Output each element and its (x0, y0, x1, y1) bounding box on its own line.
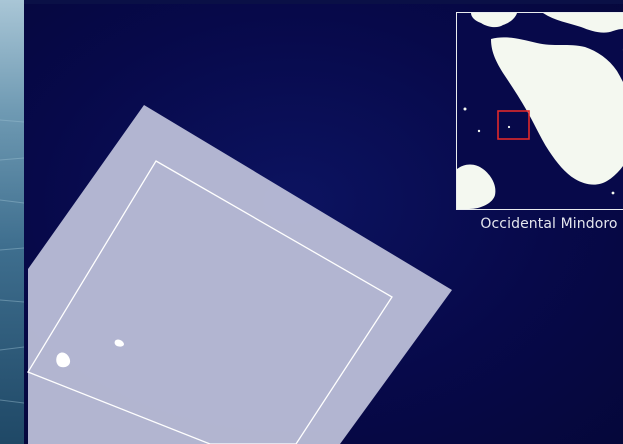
ocean-photo-strip (0, 0, 24, 444)
inner-boundary-square (27, 160, 393, 444)
northern-coast (543, 13, 623, 33)
islet-speck (463, 107, 467, 111)
mindoro-landmass (491, 37, 623, 185)
islet-large (56, 352, 71, 368)
islet-small (114, 339, 124, 347)
inset-map-graphic (457, 13, 623, 209)
inset-caption: Occidental Mindoro (480, 216, 618, 232)
rotated-survey-frame (28, 105, 452, 444)
northern-islands (471, 13, 517, 28)
map-panel: Occidental Mindoro (24, 4, 623, 444)
locator-site-dot (507, 125, 511, 129)
islet-speck (611, 191, 615, 195)
inset-locator-map (456, 12, 623, 210)
southwest-islands (457, 164, 496, 209)
survey-frame-diagram (27, 105, 452, 444)
islet-speck (477, 129, 481, 133)
red-square-locator (497, 110, 530, 140)
